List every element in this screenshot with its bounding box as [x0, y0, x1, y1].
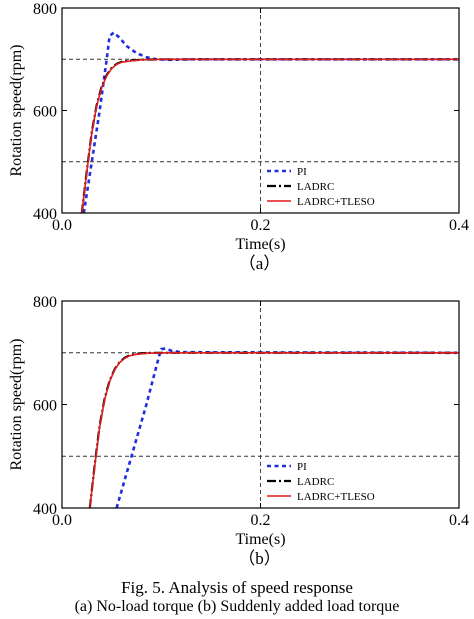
panel-b-series-ladrc [88, 351, 459, 508]
panel-b-legend-label: LADRC+TLESO [297, 491, 375, 503]
panel-b-series-pi [115, 347, 459, 508]
panel-a-y-tick-label: 400 [33, 206, 57, 223]
panel-b-series-ladrc-tleso [89, 352, 459, 508]
panel-a-y-tick-label: 600 [33, 104, 57, 121]
figure-caption-line-1: Fig. 5. Analysis of speed response [121, 578, 353, 597]
panel-a-legend-label: LADRC+TLESO [297, 196, 375, 208]
panel-b-legend-label: LADRC [297, 476, 334, 488]
panel-a-x-axis-label: Time(s) [235, 236, 285, 253]
panel-b-y-tick-label: 600 [33, 398, 57, 415]
panel-a-series-ladrc [80, 58, 459, 213]
panel-a-x-tick-label: 0.2 [251, 217, 271, 234]
panel-b-x-tick-label: 0.2 [251, 512, 271, 529]
panel-a-x-tick-label: 0.0 [52, 217, 72, 234]
panel-a-series-ladrc-tleso [81, 58, 459, 213]
panel-b-panel-label: （b） [238, 549, 281, 568]
panel-b-legend-label: PI [297, 461, 307, 473]
panel-a-legend-label: PI [297, 166, 307, 178]
panel-b-y-axis-label: Rotation speed(rpm) [8, 339, 25, 471]
panel-b-x-tick-label: 0.0 [52, 512, 72, 529]
panel-b-x-tick-label: 0.4 [449, 512, 469, 529]
panel-a-y-axis-label: Rotation speed(rpm) [8, 45, 25, 177]
panel-a-x-tick-label: 0.4 [449, 217, 469, 234]
panel-a-panel-label: （a） [239, 254, 281, 273]
panel-a-legend-label: LADRC [297, 181, 334, 193]
figure-canvas: 0.0 0.2 0.4 400 600 800 Time(s) Rotation speed(… [8, 1, 469, 568]
panel-a-y-tick-label: 800 [33, 1, 57, 18]
panel-b-x-axis-label: Time(s) [235, 531, 285, 548]
figure-caption-line-2: (a) No-load torque (b) Suddenly added lo… [74, 598, 400, 615]
panel-b-y-tick-label: 400 [33, 501, 57, 518]
panel-b-y-tick-label: 800 [33, 294, 57, 311]
